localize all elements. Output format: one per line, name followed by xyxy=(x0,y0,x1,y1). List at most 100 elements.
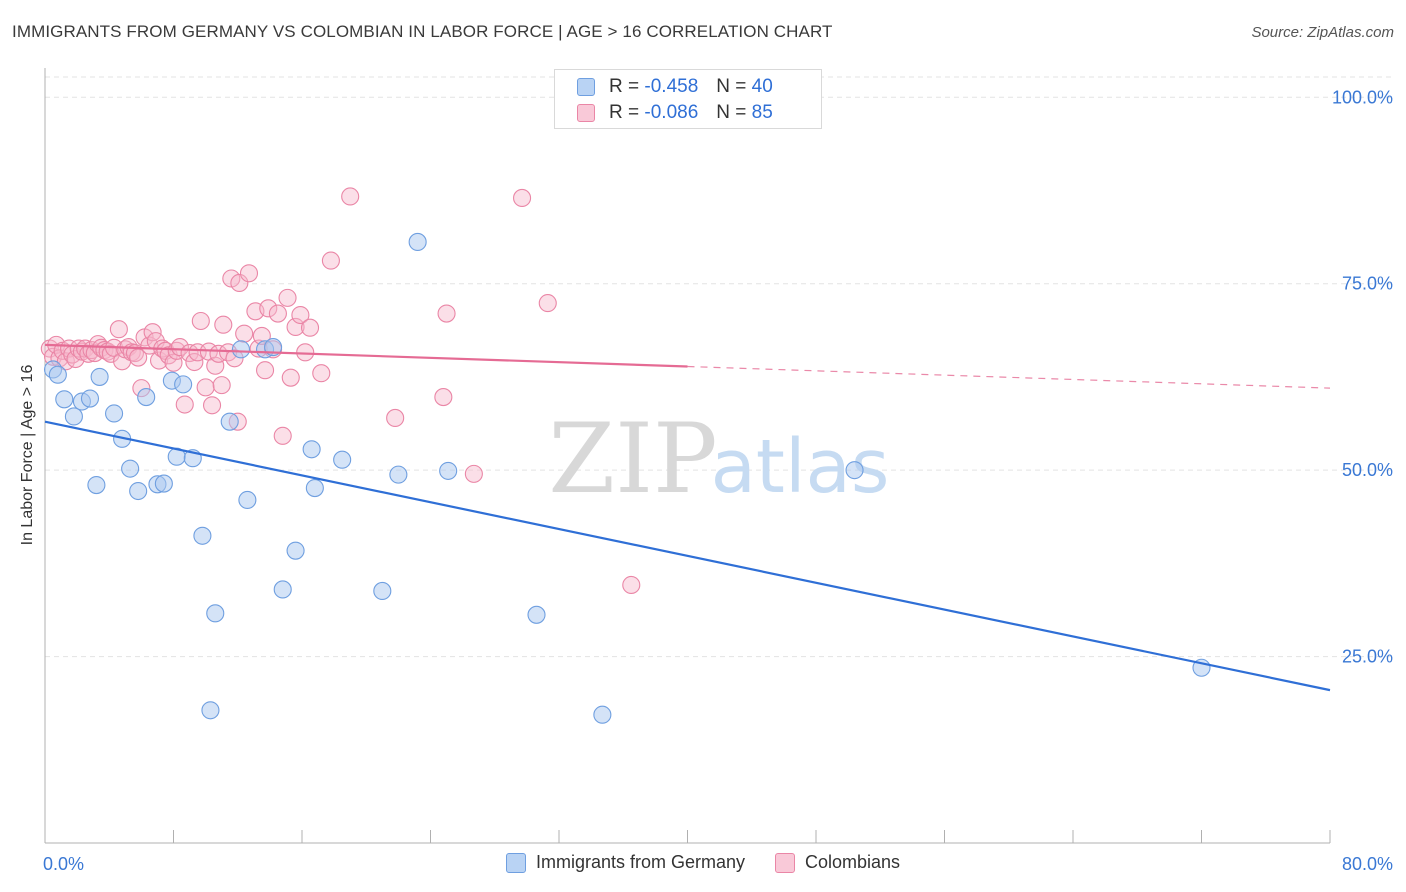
germany-point[interactable] xyxy=(193,526,212,545)
germany-point[interactable] xyxy=(238,490,257,510)
colombians-trend-line xyxy=(44,343,688,368)
germany-point[interactable] xyxy=(273,580,292,599)
colombians-points xyxy=(40,187,641,595)
chart-title: IMMIGRANTS FROM GERMANY VS COLOMBIAN IN … xyxy=(12,22,833,41)
germany-point[interactable] xyxy=(439,461,458,480)
germany-point[interactable] xyxy=(87,476,106,495)
colombians-point[interactable] xyxy=(235,324,254,343)
germany-point[interactable] xyxy=(80,389,100,408)
germany-point[interactable] xyxy=(302,440,321,459)
colombians-point[interactable] xyxy=(273,426,292,445)
germany-point[interactable] xyxy=(201,701,220,720)
colombians-point[interactable] xyxy=(214,315,233,334)
colombians-trend-extension xyxy=(687,365,1331,389)
germany-point[interactable] xyxy=(105,404,124,423)
colombians-point[interactable] xyxy=(259,299,278,318)
x-tick-label-right: 80.0% xyxy=(1342,854,1393,874)
series-label-colombians: Colombians xyxy=(805,852,901,872)
germany-point[interactable] xyxy=(845,461,864,480)
colombians-point[interactable] xyxy=(321,251,340,270)
colombians-point[interactable] xyxy=(622,575,641,595)
colombians-point[interactable] xyxy=(341,187,360,206)
legend-r-label: R = xyxy=(609,102,640,123)
germany-point[interactable] xyxy=(90,367,109,386)
germany-point[interactable] xyxy=(64,407,83,426)
gridlines xyxy=(45,76,1394,658)
colombians-point[interactable] xyxy=(212,376,231,395)
series-legend-colombians[interactable]: Colombians xyxy=(775,852,900,873)
legend-swatch-colombians xyxy=(577,104,595,122)
germany-point[interactable] xyxy=(121,459,140,478)
germany-point[interactable] xyxy=(48,365,67,384)
colombians-point[interactable] xyxy=(286,317,305,337)
colombians-point[interactable] xyxy=(464,464,483,483)
germany-point[interactable] xyxy=(593,705,612,724)
germany-point[interactable] xyxy=(137,388,156,407)
legend-n-value: 40 xyxy=(751,76,773,97)
legend-n-value: 85 xyxy=(751,102,773,123)
series-swatch-colombians xyxy=(775,852,795,873)
colombians-point[interactable] xyxy=(513,188,532,208)
germany-point[interactable] xyxy=(408,232,427,252)
colombians-point[interactable] xyxy=(185,352,204,372)
series-legend-germany[interactable]: Immigrants from Germany xyxy=(505,852,745,873)
series-swatch-germany xyxy=(505,852,526,873)
axes xyxy=(44,68,1331,844)
trend-lines xyxy=(44,343,1331,692)
colombians-point[interactable] xyxy=(196,378,215,397)
colombians-point[interactable] xyxy=(300,318,320,337)
germany-point[interactable] xyxy=(373,581,392,600)
germany-points xyxy=(43,232,1211,724)
colombians-point[interactable] xyxy=(203,396,222,415)
germany-point[interactable] xyxy=(333,450,352,469)
colombians-point[interactable] xyxy=(256,361,275,380)
watermark: ZIP atlas xyxy=(548,403,889,515)
colombians-point[interactable] xyxy=(109,320,128,339)
colombians-point[interactable] xyxy=(437,304,456,323)
germany-point[interactable] xyxy=(305,478,324,498)
germany-point[interactable] xyxy=(286,541,305,560)
watermark-zip: ZIP xyxy=(548,403,717,515)
colombians-point[interactable] xyxy=(164,353,183,372)
colombians-point[interactable] xyxy=(268,304,287,323)
colombians-point[interactable] xyxy=(281,368,300,387)
germany-point[interactable] xyxy=(389,465,408,484)
germany-point[interactable] xyxy=(154,474,173,493)
colombians-point[interactable] xyxy=(230,273,249,293)
y-tick-label: 75.0% xyxy=(1342,274,1393,294)
colombians-point[interactable] xyxy=(538,294,557,313)
colombians-point[interactable] xyxy=(170,338,189,357)
germany-point[interactable] xyxy=(129,481,148,501)
y-tick-label: 50.0% xyxy=(1342,460,1393,480)
colombians-point[interactable] xyxy=(191,311,210,331)
germany-point[interactable] xyxy=(206,604,225,623)
colombians-point[interactable] xyxy=(206,356,225,375)
germany-point[interactable] xyxy=(231,340,251,359)
legend-n-label: N = xyxy=(716,76,747,97)
tick-labels: 100.0% 75.0% 50.0% 25.0% 0.0% 80.0% xyxy=(43,87,1393,874)
colombians-point[interactable] xyxy=(175,395,194,414)
colombians-point[interactable] xyxy=(291,305,310,325)
legend-n-label: N = xyxy=(716,102,747,123)
germany-point[interactable] xyxy=(55,390,74,409)
colombians-point[interactable] xyxy=(386,408,405,427)
colombians-point[interactable] xyxy=(149,351,169,370)
colombians-point[interactable] xyxy=(434,388,453,407)
stats-legend: R = -0.458 N = 40 R = -0.086 N = 85 xyxy=(554,69,822,129)
colombians-point[interactable] xyxy=(312,364,331,383)
series-legend: Immigrants from Germany Colombians xyxy=(0,852,1406,873)
y-tick-label: 100.0% xyxy=(1332,87,1393,107)
germany-point[interactable] xyxy=(220,412,239,431)
colombians-point[interactable] xyxy=(278,288,297,307)
colombians-point[interactable] xyxy=(296,343,315,362)
germany-point[interactable] xyxy=(527,605,546,624)
chart-source: Source: ZipAtlas.com xyxy=(1251,24,1394,41)
x-tick-label-left: 0.0% xyxy=(43,854,84,874)
series-label-germany: Immigrants from Germany xyxy=(535,852,745,872)
legend-row-colombians: R = -0.086 N = 85 xyxy=(577,101,773,125)
germany-point[interactable] xyxy=(174,375,193,394)
legend-r-value: -0.086 xyxy=(644,102,699,123)
colombians-point[interactable] xyxy=(239,264,259,283)
germany-trend-line xyxy=(44,420,1331,692)
